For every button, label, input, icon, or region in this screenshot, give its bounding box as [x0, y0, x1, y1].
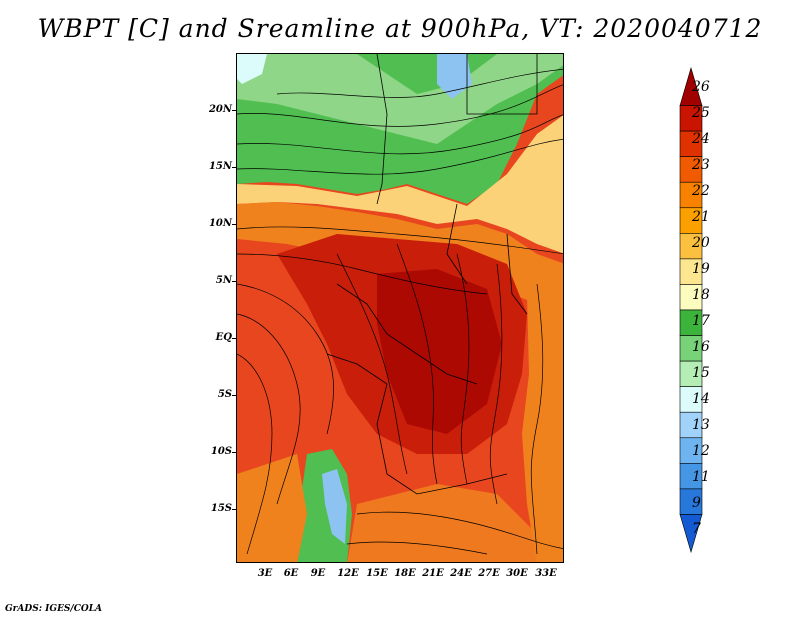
colorbar-label: 24 — [692, 131, 710, 147]
streamlines — [237, 68, 563, 555]
lon-label-6e: 6E — [283, 568, 299, 579]
lightgreen-region-north — [237, 54, 563, 144]
colorbar-label: 13 — [692, 417, 710, 433]
lat-label-10n: 10N — [208, 218, 232, 229]
lat-label-15s: 15S — [210, 503, 232, 514]
colorbar-label: 22 — [692, 183, 710, 199]
colorbar-label: 25 — [692, 105, 710, 121]
map-panel — [236, 53, 564, 563]
colorbar-label: 9 — [692, 495, 701, 511]
lon-label-21e: 21E — [422, 568, 444, 579]
yellow-region — [237, 115, 563, 254]
wbpt-map — [237, 54, 563, 562]
lon-label-24e: 24E — [450, 568, 472, 579]
colorbar-label: 21 — [692, 209, 710, 225]
lat-label-15n: 15N — [208, 161, 232, 172]
lon-label-27e: 27E — [478, 568, 500, 579]
lon-label-18e: 18E — [394, 568, 416, 579]
chart-title: WBPT [C] and Sreamline at 900hPa, VT: 20… — [37, 14, 763, 43]
lon-label-12e: 12E — [337, 568, 359, 579]
colorbar-label: 19 — [692, 261, 710, 277]
lon-label-30e: 30E — [506, 568, 528, 579]
colorbar-label: 17 — [692, 313, 710, 329]
lon-label-33e: 33E — [535, 568, 557, 579]
lat-label-20n: 20N — [208, 104, 232, 115]
pale-region-northwest — [237, 54, 267, 84]
lat-label-eq: EQ — [215, 332, 232, 343]
colorbar — [679, 66, 703, 554]
lat-label-5n: 5N — [215, 275, 232, 286]
lat-tick — [232, 509, 236, 510]
orange-region-southwest — [237, 454, 307, 562]
colorbar-label: 7 — [692, 521, 701, 537]
colorbar-label: 18 — [692, 287, 710, 303]
colorbar-label: 20 — [692, 235, 710, 251]
colorbar-label: 26 — [692, 79, 710, 95]
footer-credit: GrADS: IGES/COLA — [5, 604, 103, 614]
colorbar-segment — [679, 514, 703, 554]
colorbar-label: 16 — [692, 339, 710, 355]
lat-tick — [232, 338, 236, 339]
lat-tick — [232, 110, 236, 111]
colorbar-label: 14 — [692, 391, 710, 407]
hottest-core-region — [377, 269, 502, 434]
colorbar-segments — [679, 66, 703, 554]
lat-label-10s: 10S — [210, 446, 232, 457]
lat-tick — [232, 224, 236, 225]
lat-label-5s: 5S — [217, 389, 232, 400]
lat-tick — [232, 167, 236, 168]
lon-label-3e: 3E — [257, 568, 273, 579]
lon-label-9e: 9E — [310, 568, 326, 579]
lat-tick — [232, 452, 236, 453]
colorbar-label: 12 — [692, 443, 710, 459]
colorbar-label: 15 — [692, 365, 710, 381]
blue-region-southwest — [322, 469, 347, 544]
lon-label-15e: 15E — [366, 568, 388, 579]
blue-region-north — [437, 54, 472, 99]
colorbar-label: 11 — [692, 469, 710, 485]
colorbar-label: 23 — [692, 157, 710, 173]
lat-tick — [232, 395, 236, 396]
country-borders — [326, 54, 538, 495]
lat-tick — [232, 281, 236, 282]
